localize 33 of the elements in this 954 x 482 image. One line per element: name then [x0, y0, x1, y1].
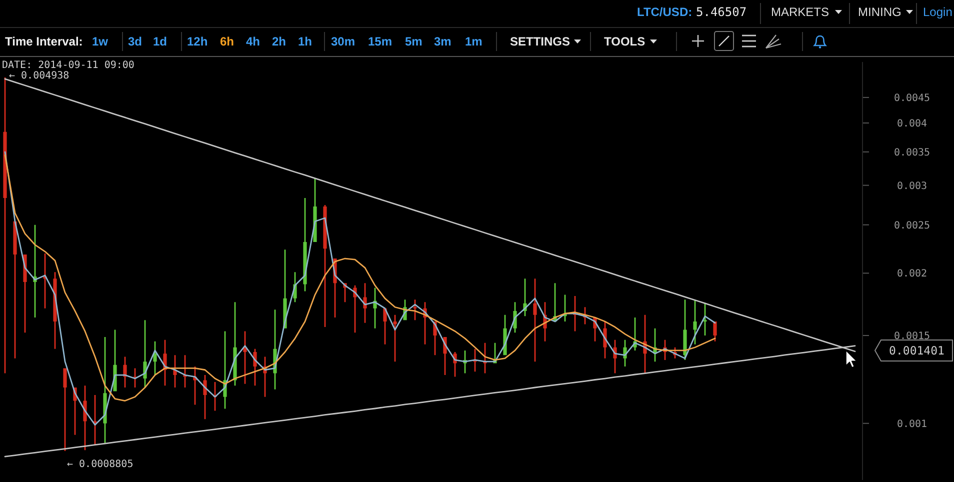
- text: MARKETS: [771, 5, 830, 19]
- text: 4h: [246, 34, 260, 48]
- text: LTC/USD:: [637, 5, 692, 19]
- text: 1w: [92, 34, 109, 48]
- y-tick-label: 0.001: [896, 418, 928, 430]
- annotation: DATE: 2014-09-11 09:00: [2, 60, 134, 71]
- text: 3m: [434, 34, 452, 48]
- y-tick-label: 0.004: [896, 118, 928, 130]
- y-tick-label: 0.0025: [894, 220, 930, 232]
- text: 2h: [272, 34, 286, 48]
- text: 6h: [220, 34, 234, 48]
- text: 30m: [331, 34, 356, 48]
- text: Login: [923, 5, 952, 19]
- annotation: ← 0.004938: [9, 70, 70, 82]
- y-tick-label: 0.0045: [894, 92, 930, 104]
- text: TOOLS: [604, 34, 646, 48]
- y-tick-label: 0.0015: [894, 331, 930, 342]
- text: 15m: [368, 34, 392, 48]
- text: 3d: [128, 34, 142, 48]
- text: 5m: [405, 34, 422, 48]
- y-tick-label: 0.0035: [894, 147, 930, 158]
- text: 1h: [298, 34, 312, 48]
- text: 1m: [465, 34, 482, 48]
- text: 12h: [187, 34, 208, 48]
- text: 0.001401: [889, 344, 945, 358]
- text: SETTINGS: [510, 34, 570, 48]
- text: 5.46507: [696, 5, 747, 19]
- text: 1d: [153, 34, 168, 48]
- y-tick-label: 0.003: [896, 180, 928, 192]
- y-tick-label: 0.002: [896, 268, 928, 280]
- annotation: ← 0.0008805: [67, 458, 134, 470]
- text: Time Interval:: [5, 34, 83, 48]
- text: MINING: [858, 5, 902, 19]
